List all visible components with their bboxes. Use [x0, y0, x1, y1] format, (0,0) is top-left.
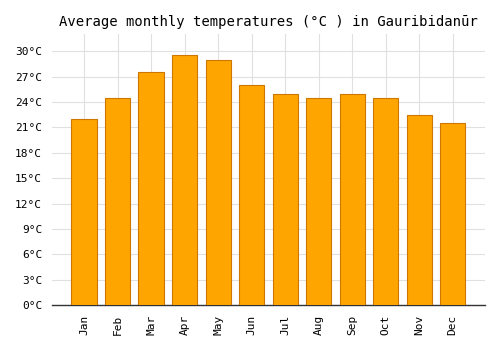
Bar — [340, 93, 364, 305]
Bar — [105, 98, 130, 305]
Bar — [72, 119, 96, 305]
Bar — [306, 98, 331, 305]
Bar — [406, 115, 432, 305]
Title: Average monthly temperatures (°C ) in Gauribidanūr: Average monthly temperatures (°C ) in Ga… — [59, 15, 478, 29]
Bar — [206, 60, 231, 305]
Bar — [138, 72, 164, 305]
Bar — [272, 93, 297, 305]
Bar — [440, 123, 466, 305]
Bar — [172, 56, 197, 305]
Bar — [239, 85, 264, 305]
Bar — [373, 98, 398, 305]
